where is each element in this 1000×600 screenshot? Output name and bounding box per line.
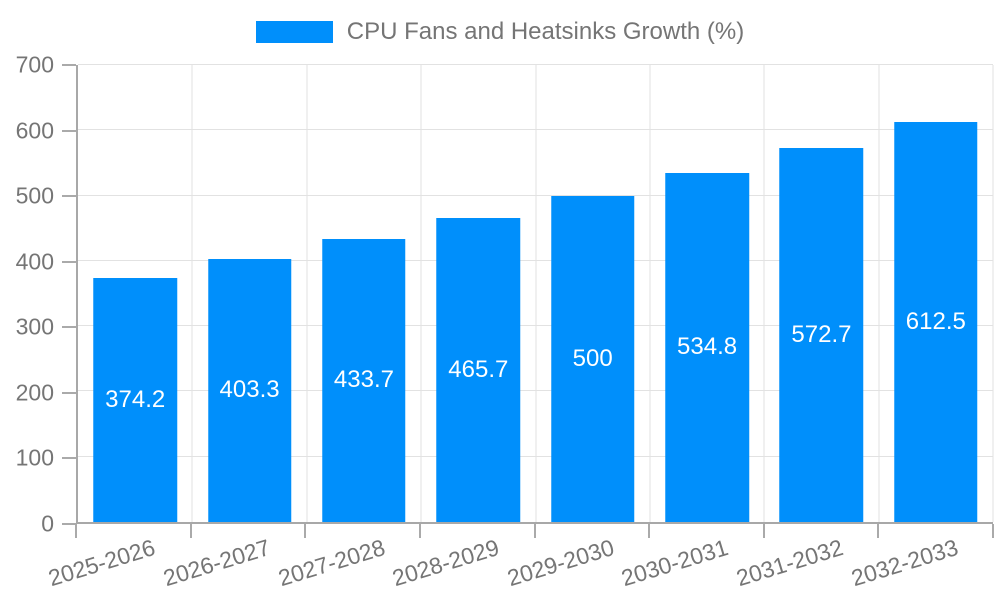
bar-band: 403.3 — [192, 65, 306, 522]
y-tick-mark — [62, 391, 76, 394]
x-tick-mark — [75, 524, 77, 538]
v-gridline — [649, 65, 651, 522]
y-tick-mark — [62, 326, 76, 329]
bar-band: 500 — [536, 65, 650, 522]
bar[interactable]: 403.3 — [207, 258, 292, 522]
bar-band: 572.7 — [764, 65, 878, 522]
x-tick-mark — [418, 524, 421, 538]
v-gridline — [420, 65, 422, 522]
h-gridline — [78, 64, 993, 65]
bar[interactable]: 500 — [550, 195, 635, 522]
bars-container: 374.2 403.3 433.7 465.7 500 534.8 572.7 612.5 — [78, 65, 993, 522]
x-tick-mark — [533, 524, 536, 538]
x-label-cell: 2032-2033 — [848, 524, 993, 600]
x-tick-mark — [992, 524, 994, 538]
v-gridline — [878, 65, 880, 522]
bar-value-label: 572.7 — [791, 321, 852, 349]
x-tick-label: 2025-2026 — [45, 534, 159, 592]
legend-item[interactable]: CPU Fans and Heatsinks Growth (%) — [0, 20, 1000, 44]
y-axis: 0 100 200 300 400 500 600 700 — [0, 53, 76, 535]
bar[interactable]: 465.7 — [436, 217, 521, 522]
y-tick-mark — [62, 457, 76, 460]
bar-value-label: 374.2 — [105, 385, 166, 413]
bar-band: 465.7 — [421, 65, 535, 522]
bar-value-label: 403.3 — [219, 376, 280, 404]
y-tick-label: 400 — [15, 248, 54, 275]
bar[interactable]: 612.5 — [894, 122, 978, 522]
y-tick-mark — [62, 129, 76, 132]
bar-band: 374.2 — [78, 65, 192, 522]
bar[interactable]: 572.7 — [779, 148, 864, 522]
bar[interactable]: 534.8 — [665, 172, 749, 522]
plot-area: 374.2 403.3 433.7 465.7 500 534.8 572.7 612.5 — [76, 64, 994, 524]
gridlines — [78, 64, 994, 522]
bar[interactable]: 374.2 — [93, 277, 177, 522]
v-gridline — [535, 65, 536, 522]
legend-label: CPU Fans and Heatsinks Growth (%) — [346, 18, 745, 45]
v-gridline — [306, 65, 308, 522]
y-tick-mark — [62, 523, 76, 525]
v-gridline — [992, 65, 994, 522]
bar-band: 612.5 — [879, 65, 993, 522]
x-tick-mark — [648, 524, 651, 538]
y-tick-mark — [62, 260, 76, 263]
y-tick-mark — [62, 195, 76, 198]
bar-value-label: 500 — [572, 344, 613, 372]
bar[interactable]: 433.7 — [322, 238, 406, 522]
legend-swatch-icon — [255, 21, 333, 43]
v-gridline — [191, 65, 193, 522]
bar-value-label: 534.8 — [677, 333, 738, 361]
y-tick-label: 600 — [15, 117, 54, 144]
x-tick-mark — [762, 524, 765, 538]
bar-value-label: 612.5 — [905, 308, 966, 336]
bar-band: 433.7 — [307, 65, 421, 522]
y-tick-label: 500 — [15, 182, 54, 209]
x-tick-mark — [877, 524, 880, 538]
bar-band: 534.8 — [650, 65, 764, 522]
x-tick-mark — [189, 524, 192, 538]
bar-value-label: 465.7 — [448, 355, 509, 383]
y-tick-label: 200 — [15, 379, 54, 406]
y-tick-label: 100 — [15, 444, 54, 471]
bar-value-label: 433.7 — [333, 366, 394, 394]
y-tick-label: 300 — [15, 313, 54, 340]
x-tick-mark — [304, 524, 307, 538]
y-tick-label: 700 — [15, 51, 54, 78]
y-tick-label: 0 — [41, 510, 54, 537]
y-tick-mark — [62, 64, 76, 66]
v-gridline — [763, 65, 765, 522]
x-axis: 2025-2026 2026-2027 2027-2028 2028-2029 2029… — [46, 524, 994, 600]
